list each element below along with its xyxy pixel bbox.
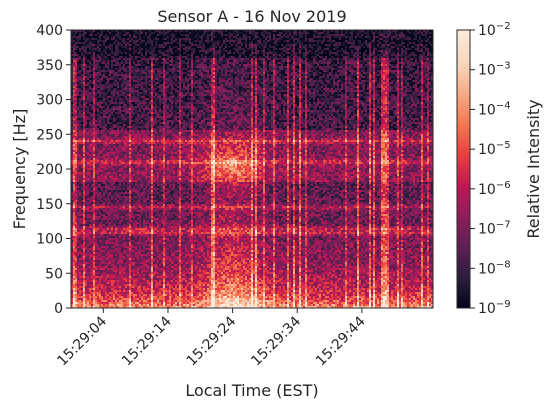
x-tick-label: 15:29:44	[313, 313, 369, 369]
colorbar-tick-exponent: −5	[496, 140, 511, 151]
y-tick-label: 250	[36, 127, 63, 143]
colorbar-tick-base: 10	[478, 102, 496, 118]
colorbar-tick-label: 10−9	[478, 299, 511, 317]
colorbar-gradient	[457, 30, 470, 308]
x-tick-label: 15:29:04	[54, 313, 110, 369]
colorbar-tick-base: 10	[478, 142, 496, 158]
x-tick-label: 15:29:24	[184, 313, 240, 369]
y-tick-label: 0	[54, 301, 63, 317]
colorbar-tick-exponent: −8	[496, 259, 511, 270]
chart-title: Sensor A - 16 Nov 2019	[157, 7, 346, 26]
colorbar-ticks: 10−210−310−410−510−610−710−810−9	[470, 21, 511, 317]
colorbar-tick-label: 10−5	[478, 140, 511, 158]
spectrogram-heatmap	[71, 30, 433, 308]
colorbar-tick-exponent: −6	[496, 180, 511, 191]
colorbar-tick-exponent: −4	[496, 100, 511, 111]
x-tick-label: 15:29:34	[248, 313, 304, 369]
y-axis-label: Frequency [Hz]	[10, 109, 29, 230]
x-tick-label: 15:29:14	[119, 313, 175, 369]
plot-area	[71, 30, 433, 308]
colorbar-tick-base: 10	[478, 23, 496, 39]
colorbar-tick-label: 10−2	[478, 21, 511, 39]
colorbar-tick-label: 10−4	[478, 100, 511, 118]
y-tick-label: 150	[36, 197, 63, 213]
x-axis: 15:29:04 15:29:14 15:29:24 15:29:34 15:29:44	[54, 308, 368, 369]
y-tick-label: 100	[36, 232, 63, 248]
y-tick-label: 300	[36, 93, 63, 109]
colorbar-tick-label: 10−8	[478, 259, 511, 277]
colorbar-tick-base: 10	[478, 301, 496, 317]
y-tick-label: 350	[36, 58, 63, 74]
colorbar-tick-label: 10−3	[478, 61, 511, 79]
y-tick-label: 200	[36, 162, 63, 178]
colorbar-tick-base: 10	[478, 182, 496, 198]
colorbar-tick-exponent: −2	[496, 21, 511, 32]
colorbar-tick-base: 10	[478, 222, 496, 238]
y-axis: 0 50 100 150 200 250 300 350 400	[36, 23, 71, 317]
colorbar-label: Relative Intensity	[524, 99, 543, 238]
colorbar-tick-exponent: −7	[496, 220, 511, 231]
y-tick-label: 400	[36, 23, 63, 39]
colorbar-tick-exponent: −3	[496, 61, 511, 72]
colorbar-tick-label: 10−7	[478, 220, 511, 238]
y-tick-label: 50	[45, 266, 63, 282]
colorbar-tick-exponent: −9	[496, 299, 511, 310]
colorbar-tick-base: 10	[478, 63, 496, 79]
colorbar-tick-base: 10	[478, 261, 496, 277]
colorbar: 10−210−310−410−510−610−710−810−9 Relativ…	[457, 21, 543, 317]
colorbar-tick-label: 10−6	[478, 180, 511, 198]
x-axis-label: Local Time (EST)	[185, 381, 318, 400]
